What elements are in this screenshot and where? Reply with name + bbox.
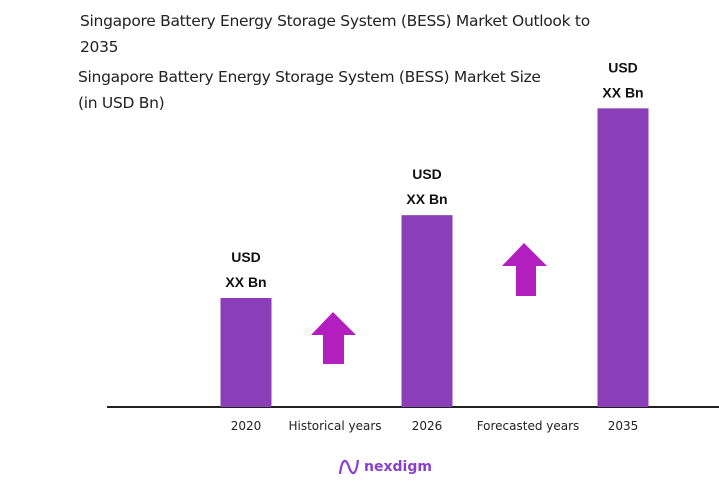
x-tick-label: 2020 (231, 419, 262, 433)
period-label-historical: Historical years (288, 419, 381, 433)
data-label-value: XX Bn (225, 274, 266, 290)
bar-2026 (401, 215, 453, 407)
bar-2020 (220, 298, 272, 407)
data-label-value: XX Bn (602, 84, 643, 100)
growth-arrow-icon (502, 243, 547, 296)
data-label-currency: USD (231, 249, 261, 265)
chart-subtitle: Singapore Battery Energy Storage System … (78, 68, 541, 112)
period-label-forecasted: Forecasted years (477, 419, 580, 433)
data-label-value: XX Bn (406, 191, 447, 207)
nexdigm-wave-logo-icon (338, 459, 360, 475)
x-tick-label: 2035 (608, 419, 639, 433)
bar-2035 (597, 108, 649, 407)
logo-text: nexdigm (364, 459, 432, 475)
data-label-currency: USD (608, 59, 638, 75)
growth-arrow-icon (311, 312, 356, 364)
chart-title: Singapore Battery Energy Storage System … (80, 12, 590, 56)
x-tick-label: 2026 (412, 419, 443, 433)
nexdigm-logo: nexdigm (338, 456, 432, 478)
data-label-currency: USD (412, 166, 442, 182)
